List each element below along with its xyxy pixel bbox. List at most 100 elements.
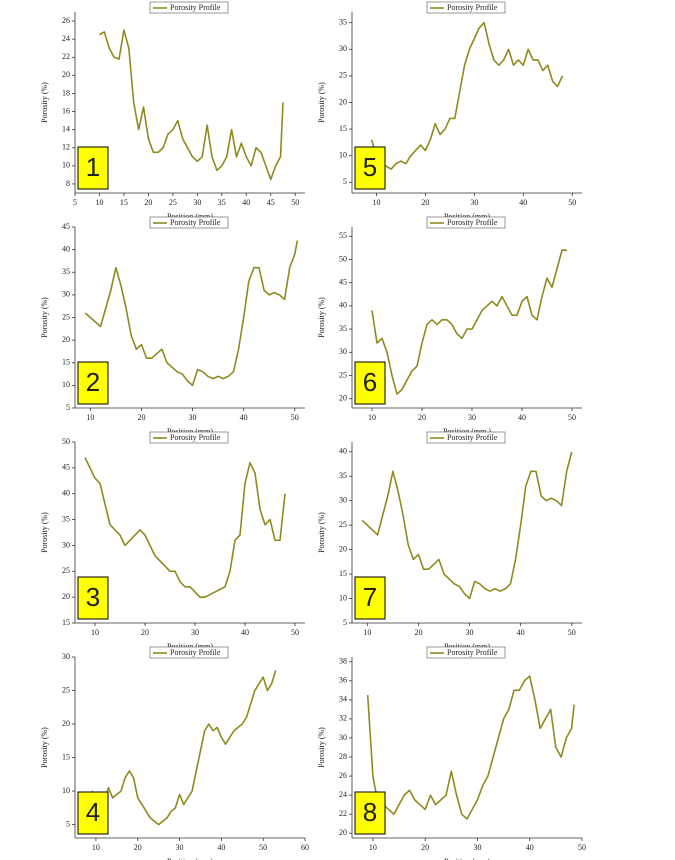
x-axis-label: Position (mm) xyxy=(167,857,213,860)
x-tick-label: 50 xyxy=(291,413,299,422)
panel-label: 7 xyxy=(363,582,377,612)
y-tick-label: 36 xyxy=(339,676,347,685)
y-tick-label: 45 xyxy=(339,278,347,287)
y-tick-label: 10 xyxy=(62,786,70,795)
x-tick-label: 20 xyxy=(421,198,429,207)
x-tick-label: 10 xyxy=(91,628,99,637)
panel-label-box xyxy=(77,791,109,835)
y-tick-label: 25 xyxy=(339,370,347,379)
y-tick-label: 35 xyxy=(339,17,347,26)
data-line xyxy=(361,451,573,600)
x-axis-label: Position (mm) xyxy=(444,857,490,860)
x-axis-label: Position (mm) xyxy=(444,212,490,221)
panel: 5 10 15 20 25 30 10 20 30 40 50 60 Position (mm) Poro… xyxy=(40,646,309,860)
panel: 5 10 15 20 25 30 35 40 45 10 20 30 40 50 Position (mm)… xyxy=(40,216,305,436)
y-tick-label: 5 xyxy=(343,618,347,627)
panel: 20 25 30 35 40 45 50 55 10 20 30 40 50 Position (mm )… xyxy=(317,216,582,436)
y-tick-label: 35 xyxy=(339,471,347,480)
y-tick-label: 10 xyxy=(62,161,70,170)
y-tick-label: 30 xyxy=(339,496,347,505)
x-tick-label: 25 xyxy=(169,198,177,207)
panel: 15 20 25 30 35 40 45 50 10 20 30 40 50 Position (mm) P… xyxy=(40,431,305,651)
x-tick-label: 50 xyxy=(568,198,576,207)
x-tick-label: 20 xyxy=(137,413,145,422)
y-tick-label: 35 xyxy=(339,324,347,333)
panel: 5 10 15 20 25 30 35 10 20 30 40 50 Position (mm) Poro… xyxy=(317,1,582,221)
x-tick-label: 20 xyxy=(144,198,152,207)
y-tick-label: 25 xyxy=(339,520,347,529)
panel-label-box xyxy=(77,146,109,190)
y-tick-label: 10 xyxy=(339,593,347,602)
legend-label: Porosity Profile xyxy=(447,218,498,227)
x-tick-label: 50 xyxy=(259,843,267,852)
y-tick-label: 15 xyxy=(339,124,347,133)
y-tick-label: 45 xyxy=(62,463,70,472)
y-tick-label: 12 xyxy=(62,143,70,152)
legend-label: Porosity Profile xyxy=(170,3,221,12)
legend-box xyxy=(149,1,229,14)
data-line xyxy=(370,21,564,170)
y-tick-label: 40 xyxy=(339,301,347,310)
y-tick-label: 20 xyxy=(62,719,70,728)
legend-box xyxy=(426,646,506,659)
x-tick-label: 40 xyxy=(241,628,249,637)
y-tick-label: 8 xyxy=(66,179,70,188)
panel-label: 3 xyxy=(86,582,100,612)
x-tick-label: 40 xyxy=(526,843,534,852)
y-tick-label: 22 xyxy=(339,809,347,818)
y-tick-label: 30 xyxy=(339,347,347,356)
y-tick-label: 28 xyxy=(339,752,347,761)
x-tick-label: 20 xyxy=(414,628,422,637)
y-tick-label: 25 xyxy=(339,71,347,80)
x-tick-label: 10 xyxy=(92,843,100,852)
panel-label: 2 xyxy=(86,367,100,397)
x-tick-label: 40 xyxy=(517,628,525,637)
legend-box xyxy=(149,646,229,659)
data-line xyxy=(91,670,277,826)
y-axis-label: Porosity (%) xyxy=(40,297,49,338)
legend-box xyxy=(426,431,506,444)
y-tick-label: 16 xyxy=(62,106,70,115)
legend-box xyxy=(149,431,229,444)
y-tick-label: 5 xyxy=(66,819,70,828)
x-tick-label: 30 xyxy=(191,628,199,637)
y-axis-label: Porosity (%) xyxy=(317,82,326,123)
panel-label-box xyxy=(77,576,109,620)
y-tick-label: 30 xyxy=(62,652,70,661)
y-tick-label: 35 xyxy=(62,267,70,276)
y-tick-label: 18 xyxy=(62,88,70,97)
x-tick-label: 20 xyxy=(134,843,142,852)
y-tick-label: 15 xyxy=(62,358,70,367)
x-axis-label: Position (mm) xyxy=(167,427,213,436)
x-tick-label: 50 xyxy=(291,198,299,207)
y-axis-label: Porosity (%) xyxy=(40,727,49,768)
y-tick-label: 20 xyxy=(339,828,347,837)
x-axis-label: Position (mm) xyxy=(167,642,213,651)
y-tick-label: 30 xyxy=(339,44,347,53)
x-tick-label: 30 xyxy=(473,843,481,852)
y-tick-label: 32 xyxy=(339,714,347,723)
x-tick-label: 60 xyxy=(301,843,309,852)
panel-label-box xyxy=(354,146,386,190)
legend-box xyxy=(426,216,506,229)
y-tick-label: 26 xyxy=(62,16,70,25)
x-tick-label: 40 xyxy=(518,413,526,422)
legend-box xyxy=(149,216,229,229)
panel: 8 10 12 14 16 18 20 22 24 26 5 10 15 20 25 30 35 40 45 50 Po… xyxy=(40,1,305,221)
y-tick-label: 20 xyxy=(62,592,70,601)
panel-label-box xyxy=(354,361,386,405)
y-tick-label: 40 xyxy=(62,244,70,253)
y-tick-label: 50 xyxy=(62,437,70,446)
legend-label: Porosity Profile xyxy=(170,218,221,227)
y-tick-label: 25 xyxy=(62,685,70,694)
x-tick-label: 30 xyxy=(470,198,478,207)
panel-label: 6 xyxy=(363,367,377,397)
y-axis-label: Porosity (%) xyxy=(40,512,49,553)
x-axis-label: Position (mm) xyxy=(444,642,490,651)
x-tick-label: 10 xyxy=(369,843,377,852)
y-tick-label: 45 xyxy=(62,222,70,231)
panel-label: 4 xyxy=(86,797,100,827)
y-tick-label: 20 xyxy=(339,97,347,106)
panel: 5 10 15 20 25 30 35 40 10 20 30 40 50 Position (mm) Po… xyxy=(317,431,582,651)
